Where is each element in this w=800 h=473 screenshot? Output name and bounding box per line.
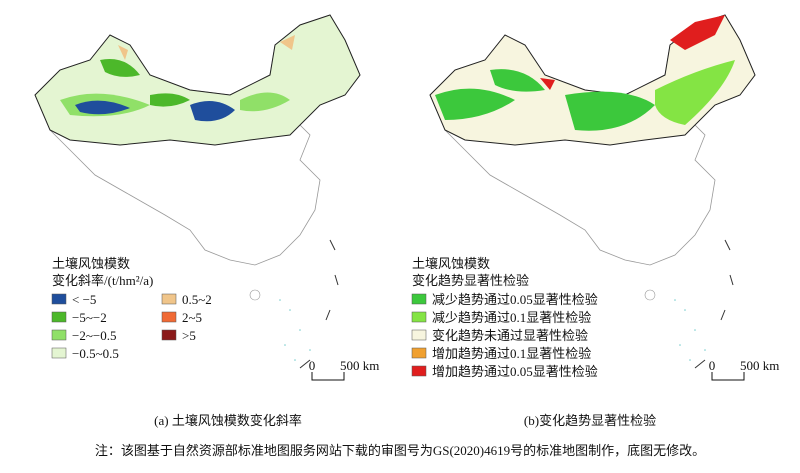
legend-label: < −5: [72, 292, 96, 307]
scale-label: 0: [709, 358, 716, 373]
legend-label: 增加趋势通过0.05显著性检验: [432, 364, 598, 379]
legend-swatch: [411, 329, 427, 341]
legend-swatch: [51, 311, 67, 323]
map-a: [34, 14, 361, 369]
legend-label: >5: [182, 328, 196, 343]
note: 注：该图基于自然资源部标准地图服务网站下载的审图号为GS(2020)4619号的…: [95, 443, 705, 458]
legend-swatch: [51, 329, 67, 341]
legend-swatch: [411, 293, 427, 305]
legend-swatch: [411, 365, 427, 377]
scale-bar: [711, 372, 745, 381]
legend-title: 土壤风蚀模数: [412, 256, 490, 271]
legend-swatch: [161, 329, 177, 341]
legend-label: −2~−0.5: [72, 328, 116, 343]
legend-title: 变化斜率/(t/hm²/a): [52, 273, 153, 288]
scale-label: 500 km: [340, 358, 379, 373]
caption: (a) 土壤风蚀模数变化斜率: [154, 413, 302, 428]
legend-swatch: [161, 311, 177, 323]
legend-swatch: [411, 347, 427, 359]
legend-swatch: [161, 293, 177, 305]
legend-label: 减少趋势通过0.1显著性检验: [432, 310, 591, 325]
legend-label: 0.5~2: [182, 292, 212, 307]
scale-label: 0: [309, 358, 316, 373]
legend-label: 2~5: [182, 310, 202, 325]
legend-label: 减少趋势通过0.05显著性检验: [432, 292, 598, 307]
legend-title: 土壤风蚀模数: [52, 256, 130, 271]
scale-bar: [311, 372, 345, 381]
map-b: [429, 14, 756, 369]
scale-label: 500 km: [740, 358, 779, 373]
legend-swatch: [51, 347, 67, 359]
legend-label: 增加趋势通过0.1显著性检验: [432, 346, 591, 361]
legend-swatch: [51, 293, 67, 305]
caption: (b)变化趋势显著性检验: [524, 413, 656, 428]
legend-label: 变化趋势未通过显著性检验: [432, 328, 588, 343]
legend-label: −0.5~0.5: [72, 346, 119, 361]
legend-swatch: [411, 311, 427, 323]
legend-label: −5~−2: [72, 310, 107, 325]
legend-title: 变化趋势显著性检验: [412, 273, 529, 288]
